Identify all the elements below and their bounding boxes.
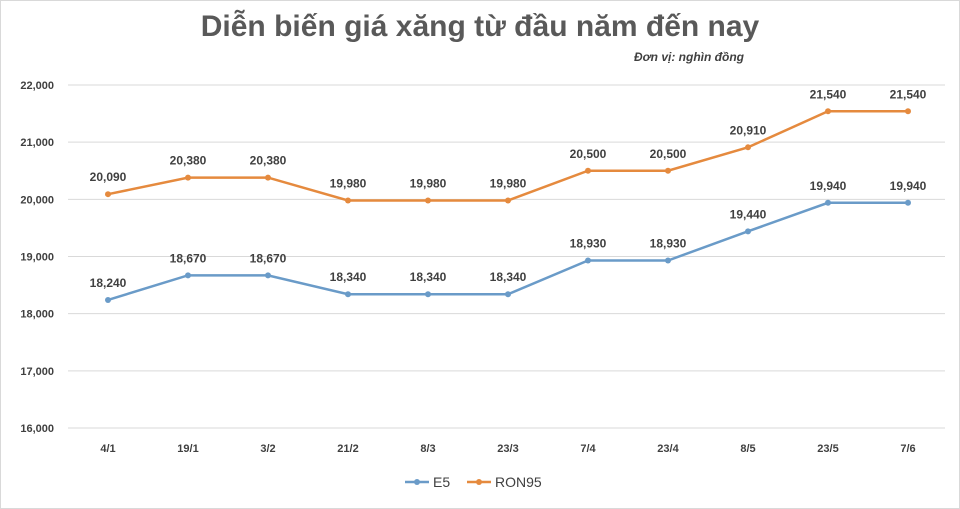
- data-point: [825, 108, 831, 115]
- data-point: [665, 257, 671, 264]
- data-label: 20,380: [170, 154, 207, 168]
- x-tick-label: 7/4: [580, 443, 596, 455]
- x-tick-label: 23/3: [497, 443, 518, 455]
- data-label: 20,090: [90, 170, 127, 184]
- data-point: [905, 199, 911, 206]
- x-tick-label: 8/5: [740, 443, 755, 455]
- data-point: [905, 108, 911, 115]
- data-point: [505, 197, 511, 204]
- data-label: 18,340: [490, 270, 527, 284]
- chart-title: Diễn biến giá xăng từ đầu năm đến nay: [200, 10, 760, 43]
- legend-marker: [476, 479, 482, 485]
- x-tick-label: 23/4: [657, 443, 679, 455]
- legend-label: RON95: [495, 474, 542, 490]
- data-label: 21,540: [810, 87, 847, 101]
- data-point: [745, 228, 751, 235]
- data-point: [585, 167, 591, 174]
- series-line-e5: [107, 201, 908, 302]
- data-point: [185, 272, 191, 279]
- x-tick-label: 21/2: [337, 443, 358, 455]
- x-tick-label: 4/1: [100, 443, 115, 455]
- data-label: 18,340: [410, 270, 447, 284]
- data-point: [105, 191, 111, 198]
- data-label: 18,930: [650, 237, 687, 251]
- data-label: 19,980: [490, 176, 527, 190]
- y-tick-label: 22,000: [20, 80, 54, 92]
- data-label: 20,910: [730, 123, 767, 137]
- data-point: [345, 197, 351, 204]
- legend-label: E5: [433, 474, 450, 490]
- data-point: [265, 272, 271, 279]
- data-point: [825, 199, 831, 206]
- data-label: 20,380: [250, 154, 287, 168]
- y-tick-label: 19,000: [20, 252, 54, 264]
- y-tick-label: 20,000: [20, 194, 54, 206]
- data-label: 18,340: [330, 270, 367, 284]
- data-point: [505, 291, 511, 298]
- y-tick-label: 18,000: [20, 309, 54, 321]
- data-label: 19,940: [810, 179, 847, 193]
- data-label: 20,500: [650, 147, 687, 161]
- y-tick-label: 17,000: [20, 366, 54, 378]
- data-point: [185, 174, 191, 181]
- data-point: [665, 167, 671, 174]
- x-tick-label: 8/3: [420, 443, 435, 455]
- data-point: [105, 296, 111, 303]
- x-tick-label: 19/1: [177, 443, 198, 455]
- x-tick-label: 23/5: [817, 443, 838, 455]
- data-label: 18,240: [90, 276, 127, 290]
- data-label: 19,440: [730, 207, 767, 221]
- x-tick-label: 7/6: [900, 443, 915, 455]
- data-label: 18,670: [250, 251, 287, 265]
- data-label: 19,940: [890, 179, 927, 193]
- chart-subtitle: Đơn vị: nghìn đồng: [633, 50, 744, 64]
- x-tick-label: 3/2: [260, 443, 275, 455]
- data-label: 19,980: [330, 176, 367, 190]
- data-label: 19,980: [410, 176, 447, 190]
- y-tick-label: 16,000: [20, 423, 54, 435]
- data-point: [585, 257, 591, 264]
- data-point: [265, 174, 271, 181]
- data-point: [745, 144, 751, 151]
- data-point: [425, 291, 431, 298]
- data-label: 18,670: [170, 251, 207, 265]
- data-point: [345, 291, 351, 298]
- legend-marker: [414, 479, 420, 485]
- data-label: 20,500: [570, 147, 607, 161]
- data-label: 18,930: [570, 237, 607, 251]
- y-tick-label: 21,000: [20, 137, 54, 149]
- data-label: 21,540: [890, 87, 927, 101]
- data-point: [425, 197, 431, 204]
